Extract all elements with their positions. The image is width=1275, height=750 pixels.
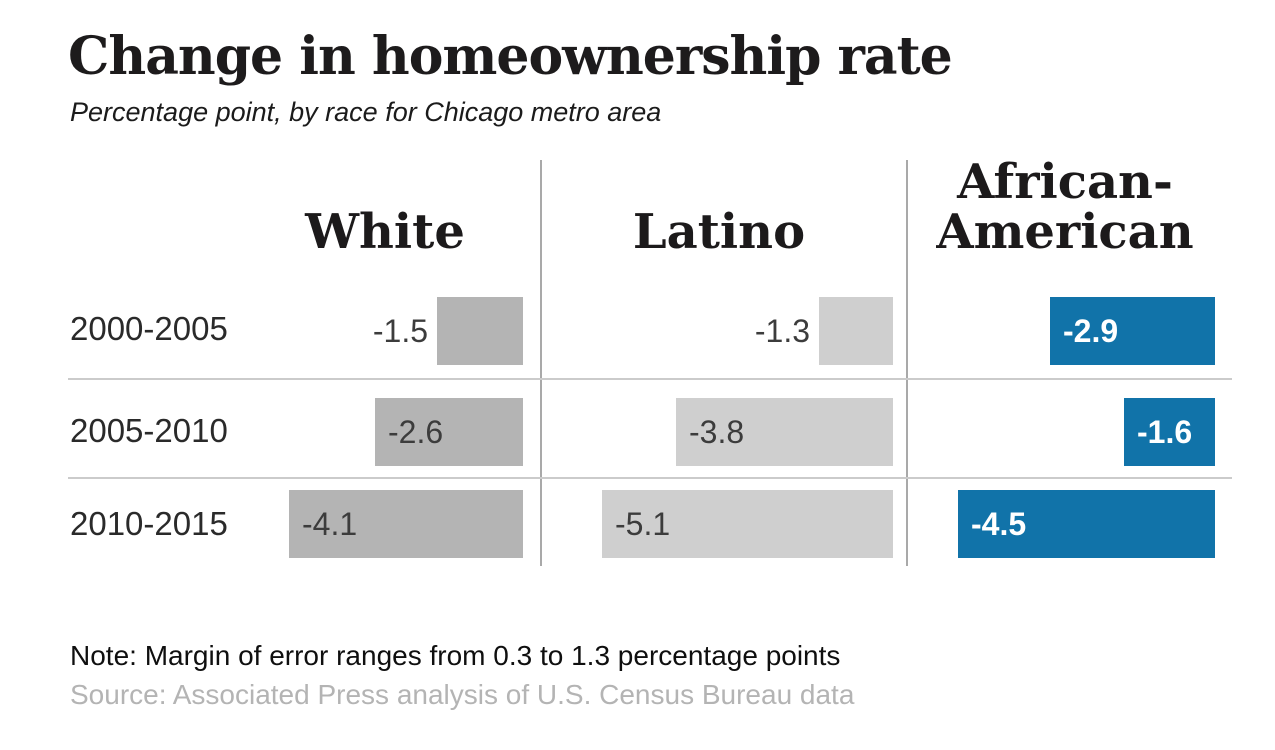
chart-title: Change in homeownership rate [68,26,953,87]
bar-latino-2005-2010: -3.8 [676,398,893,466]
row-divider-2 [68,477,1232,479]
bar-white-2005-2010: -2.6 [375,398,523,466]
bar-value-label: -3.8 [689,413,745,450]
bar-cell-white-2005-2010: -2.6 [375,398,523,466]
column-divider-2 [906,160,908,566]
row-divider-1 [68,378,1232,380]
bar-latino-2000-2005 [819,297,893,365]
row-label-2000-2005: 2000-2005 [70,310,228,347]
note-text: Note: Margin of error ranges from 0.3 to… [70,640,841,671]
column-divider-1 [540,160,542,566]
bar-value-label: -1.5 [372,312,428,349]
bar-cell-white-2010-2015: -4.1 [289,490,523,558]
bar-cell-latino-2000-2005: -1.3 [755,297,893,365]
bar-white-2000-2005 [437,297,523,365]
bar-latino-2010-2015: -5.1 [602,490,893,558]
bar-cell-latino-2010-2015: -5.1 [602,490,893,558]
bar-cell-latino-2005-2010: -3.8 [676,398,893,466]
column-header-african-american: African-American [936,154,1194,260]
bar-cell-african-american-2005-2010: -1.6 [1124,398,1215,466]
bar-african-american-2005-2010: -1.6 [1124,398,1215,466]
row-label-2005-2010: 2005-2010 [70,412,228,449]
bar-cell-african-american-2000-2005: -2.9 [1050,297,1215,365]
chart-subtitle: Percentage point, by race for Chicago me… [70,97,662,127]
bar-african-american-2000-2005: -2.9 [1050,297,1215,365]
bar-cell-white-2000-2005: -1.5 [373,297,523,365]
bar-value-label: -4.1 [302,505,358,542]
bar-value-label: -1.6 [1137,413,1193,450]
bar-african-american-2010-2015: -4.5 [958,490,1215,558]
bar-value-label: -2.6 [388,413,444,450]
row-label-2010-2015: 2010-2015 [70,505,228,542]
bar-value-label: -2.9 [1063,312,1119,349]
column-header-latino: Latino [632,204,806,260]
source-text: Source: Associated Press analysis of U.S… [70,679,855,710]
bar-cell-african-american-2010-2015: -4.5 [958,490,1215,558]
bar-white-2010-2015: -4.1 [289,490,523,558]
bar-value-label: -5.1 [615,505,671,542]
bar-value-label: -4.5 [971,505,1027,542]
bar-value-label: -1.3 [754,312,810,349]
column-header-white: White [305,204,465,260]
